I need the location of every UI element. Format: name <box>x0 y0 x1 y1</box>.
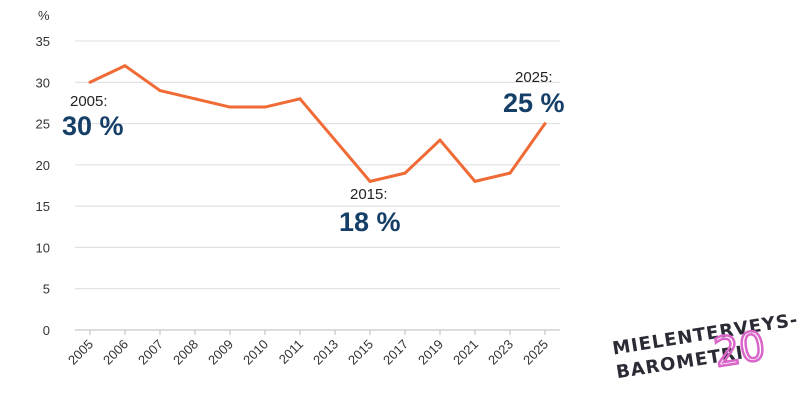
logo-number: 20 <box>711 323 768 376</box>
data-point-2019 <box>438 138 442 142</box>
x-tick-label: 2021 <box>450 337 481 368</box>
mielenterveysbarometri-logo: MIELENTERVEYS- BAROMETRI 20 <box>611 309 800 383</box>
data-point-2005 <box>88 80 92 84</box>
annotation-2025-value: 25 % <box>503 88 565 118</box>
x-tick-label: 2008 <box>170 337 201 368</box>
annotation-2005-year: 2005: <box>70 93 108 110</box>
x-tick-label: 2010 <box>240 337 271 368</box>
data-point-2009 <box>228 105 232 109</box>
data-point-2017 <box>403 171 407 175</box>
annotation-2015-value: 18 % <box>339 207 401 237</box>
data-point-2007 <box>158 89 162 93</box>
y-tick-label: 15 <box>36 199 50 214</box>
data-point-2008 <box>193 97 197 101</box>
data-point-2025 <box>543 122 547 126</box>
x-tick-label: 2005 <box>65 337 96 368</box>
x-tick-label: 2019 <box>415 337 446 368</box>
y-tick-label: 5 <box>43 282 50 297</box>
data-point-2010 <box>263 105 267 109</box>
annotation-2025-year: 2025: <box>515 69 553 86</box>
y-tick-label: 0 <box>43 323 50 338</box>
y-tick-label: 25 <box>36 117 50 132</box>
data-point-2021 <box>473 179 477 183</box>
annotation-2015-year: 2015: <box>350 186 388 203</box>
x-tick-label: 2007 <box>135 337 166 368</box>
y-tick-label: 35 <box>36 34 50 49</box>
y-axis-label: % <box>38 8 50 23</box>
data-point-2006 <box>123 64 127 68</box>
y-tick-label: 20 <box>36 158 50 173</box>
data-point-2023 <box>508 171 512 175</box>
annotation-2005-value: 30 % <box>62 111 124 141</box>
x-tick-label: 2011 <box>276 337 306 367</box>
x-tick-label: 2017 <box>380 337 411 368</box>
x-tick-label: 2006 <box>100 337 131 368</box>
x-tick-label: 2015 <box>345 337 376 368</box>
x-tick-label: 2025 <box>520 337 551 368</box>
x-tick-label: 2023 <box>485 337 516 368</box>
data-point-2013 <box>333 138 337 142</box>
y-tick-label: 10 <box>36 240 50 255</box>
x-tick-label: 2013 <box>310 337 341 368</box>
series-line <box>89 64 547 183</box>
y-tick-label: 30 <box>36 75 50 90</box>
data-point-2015 <box>368 179 372 183</box>
x-tick-label: 2009 <box>205 337 236 368</box>
data-point-2011 <box>298 97 302 101</box>
